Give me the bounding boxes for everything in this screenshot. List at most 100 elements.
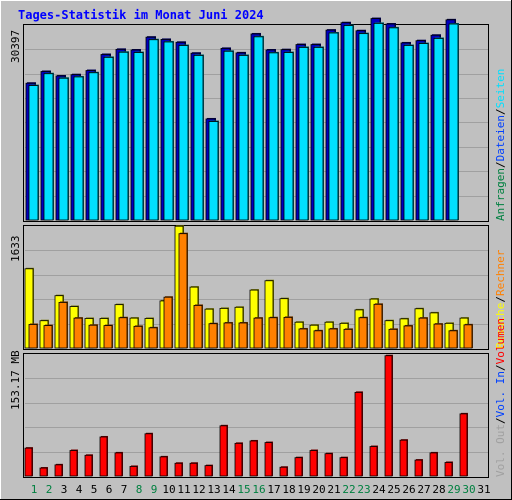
volumen-bar [369,446,378,477]
day-label: 28 [432,483,445,496]
seiten-bar [43,73,54,221]
day-label: 21 [327,483,340,496]
seiten-bar [163,41,174,221]
rechner-bar [463,324,473,349]
seiten-bar [298,47,309,221]
volumen-bar [234,442,243,477]
top-legend-item: Seiten [494,69,507,109]
day-label: 3 [61,483,68,496]
rechner-bar [178,233,188,349]
rechner-bar [193,305,203,349]
seiten-bar [73,76,84,221]
bottom-panel-ylabel: 153.17 MB [9,350,22,410]
volumen-bar [309,450,318,477]
volumen-bar [339,457,348,477]
rechner-bar [433,323,443,349]
rechner-bar [373,303,383,349]
seiten-bar [58,77,69,221]
volumen-bar [189,462,198,477]
bottom-legend-item: Volumen [494,318,507,364]
day-label: 4 [76,483,83,496]
seiten-bar [193,55,204,221]
rechner-bar [418,317,428,349]
volumen-bar [354,391,363,477]
middle-legend-item: Besuche [494,303,507,349]
y-axis-labels: 30397 1633 153.17 MB [9,30,22,410]
top-legend-item: Anfragen [494,168,507,221]
right-legend: Anfragen/Dateien/SeitenBesuche/RechnerVo… [494,69,507,477]
seiten-bar [103,56,114,221]
day-label: 5 [91,483,98,496]
rechner-bar [208,323,218,349]
volumen-bar [24,447,33,477]
volumen-bar [294,457,303,477]
top-legend: Anfragen/Dateien/Seiten [494,69,507,221]
x-axis-day-labels: 1 2 3 4 5 6 7 8 9 10 11 12 13 14 15 16 17 18 19 20 21 22 23 24 2… [31,483,491,496]
rechner-bar [58,302,68,349]
rechner-bar [133,325,143,349]
volumen-bar [324,453,333,477]
volumen-bar [264,442,273,477]
bottom-legend-item: Vol. Out [494,424,507,477]
volumen-bar [444,462,453,477]
volumen-bar [129,466,138,477]
bars [24,17,473,477]
day-label: 23 [357,483,370,496]
bottom-legend-item: / [494,364,507,371]
rechner-bar [388,328,398,349]
top-legend-item: / [494,108,507,115]
rechner-bar [118,317,128,349]
volumen-bar [39,467,48,477]
rechner-bar [163,296,173,349]
middle-legend-item: / [494,296,507,303]
day-label: 1 [31,483,38,496]
rechner-bar [238,322,248,349]
day-label: 18 [282,483,295,496]
volumen-bar [54,464,63,477]
volumen-bar [399,439,408,477]
rechner-bar [148,327,158,349]
seiten-bar [28,85,39,221]
bottom-legend-item: Vol. In [494,371,507,417]
rechner-bar [313,330,323,349]
top-panel-ylabel: 30397 [9,30,22,63]
rechner-bar [88,324,98,349]
rechner-bar [403,325,413,349]
volumen-bar [159,456,168,477]
volumen-bar [99,436,108,477]
volumen-bar [84,454,93,477]
seiten-bar [148,39,159,221]
seiten-bar [133,52,144,221]
volumen-bar [414,459,423,477]
day-label: 9 [151,483,158,496]
day-label: 27 [417,483,430,496]
volumen-bar [459,413,468,477]
day-label: 24 [372,483,386,496]
seiten-bar [358,33,369,221]
seiten-bar [373,22,384,221]
day-label: 8 [136,483,143,496]
volumen-bar [249,440,258,477]
day-label: 13 [207,483,220,496]
volumen-bar [384,355,393,477]
day-label: 2 [46,483,53,496]
volumen-bar [429,452,438,477]
seiten-bar [178,45,189,221]
day-label: 7 [121,483,128,496]
top-legend-item: / [494,161,507,168]
middle-panel-ylabel: 1633 [9,236,22,263]
day-label: 19 [297,483,310,496]
rechner-bar [283,316,293,349]
day-label: 26 [402,483,415,496]
rechner-bar [253,317,263,349]
rechner-bar [448,330,458,349]
bottom-legend-item: / [494,417,507,424]
bottom-legend: Vol. Out/Vol. In/Volumen [494,318,507,477]
day-label: 29 [447,483,460,496]
middle-legend-item: Rechner [494,249,507,296]
day-label: 6 [106,483,113,496]
rechner-bar [298,328,308,349]
seiten-bar [223,50,234,221]
seiten-bar [208,121,219,221]
day-label: 31 [477,483,490,496]
